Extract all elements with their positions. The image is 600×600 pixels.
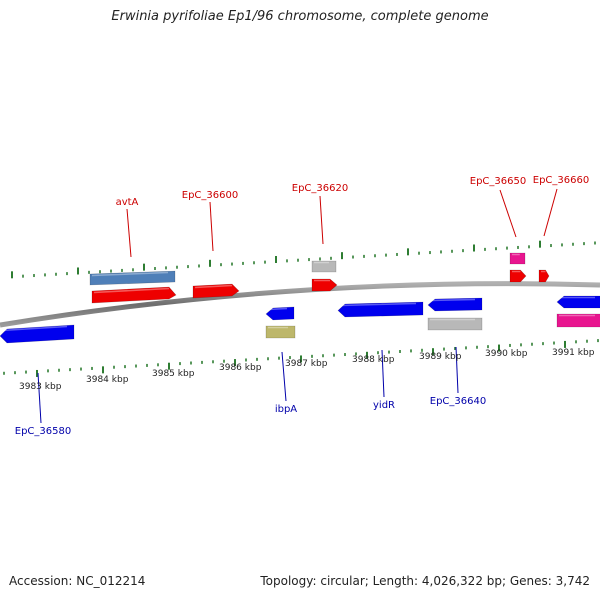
- scale-label: 3989 kbp: [419, 352, 462, 362]
- gene-label-epc-36650[interactable]: EpC_36650: [470, 176, 526, 187]
- gene-features: [0, 252, 600, 344]
- gene-epc-36640: [427, 297, 483, 312]
- leader-epc-36600: [209, 201, 214, 252]
- leader-epc-36640: [455, 346, 459, 394]
- gene-label-epc-36620[interactable]: EpC_36620: [292, 183, 348, 194]
- gene-label-epc-36600[interactable]: EpC_36600: [182, 190, 238, 201]
- gene-epc-36640-highlight: [429, 298, 476, 302]
- accession-text: Accession: NC_012214: [9, 574, 146, 588]
- gene-ibpa-khaki: [265, 325, 296, 339]
- gene-label-epc-36660[interactable]: EpC_36660: [533, 175, 589, 186]
- gene-epc-36620-gray: [311, 260, 337, 273]
- scale-label: 3987 kbp: [285, 359, 328, 369]
- gene-ibpa-highlight: [267, 307, 288, 311]
- scale-label: 3991 kbp: [552, 348, 595, 358]
- gene-label-epc-36580[interactable]: EpC_36580: [15, 426, 71, 437]
- leader-epc-36650: [499, 189, 517, 238]
- gene-label-avta[interactable]: avtA: [116, 197, 139, 208]
- gene-epc-36640-gray: [427, 317, 483, 331]
- gene-epc-36600: [192, 283, 240, 299]
- label-leader-lines: [37, 188, 558, 424]
- gene-epc-36650-pink: [509, 252, 526, 265]
- gene-yidr: [337, 301, 424, 318]
- gene-epc-36580: [0, 324, 75, 344]
- gene-label-ibpa[interactable]: ibpA: [275, 404, 297, 415]
- scale-label: 3986 kbp: [219, 363, 262, 373]
- leader-yidr: [381, 349, 385, 398]
- gene-epc-36660: [538, 269, 550, 283]
- gene-epc-36600-highlight: [194, 284, 233, 289]
- scale-label: 3983 kbp: [19, 382, 62, 392]
- scale-label: 3985 kbp: [152, 369, 195, 379]
- leader-epc-36660: [543, 188, 558, 237]
- gene-label-epc-36640[interactable]: EpC_36640: [430, 396, 486, 407]
- gene-ibpa: [265, 306, 295, 321]
- top-tick-row: [11, 240, 596, 279]
- leader-ibpa: [281, 351, 287, 402]
- gene-epc-36650: [509, 269, 527, 283]
- gene-right-edge-pink: [556, 313, 600, 328]
- gene-yidr-highlight: [339, 302, 417, 307]
- gene-right-edge: [556, 295, 600, 309]
- gene-avta-highlight: [93, 287, 170, 294]
- gene-label-yidr[interactable]: yidR: [373, 400, 395, 411]
- gene-avta-steelblue: [89, 270, 176, 286]
- map-title: Erwinia pyrifoliae Ep1/96 chromosome, co…: [111, 9, 489, 24]
- leader-epc-36620: [319, 195, 324, 245]
- scale-label: 3988 kbp: [352, 355, 395, 365]
- bottom-tick-row: [3, 339, 599, 377]
- leader-avta: [126, 208, 132, 258]
- gene-avta: [91, 286, 177, 304]
- gene-epc-36580-highlight: [1, 325, 68, 332]
- genome-stats-text: Topology: circular; Length: 4,026,322 bp…: [260, 574, 590, 588]
- leader-epc-36580: [37, 372, 42, 424]
- chromosome-backbone: [0, 281, 600, 328]
- gene-avta-steelblue-highlight: [91, 271, 169, 277]
- gene-epc-36620: [311, 278, 338, 292]
- scale-label: 3984 kbp: [86, 375, 129, 385]
- scale-label: 3990 kbp: [485, 349, 528, 359]
